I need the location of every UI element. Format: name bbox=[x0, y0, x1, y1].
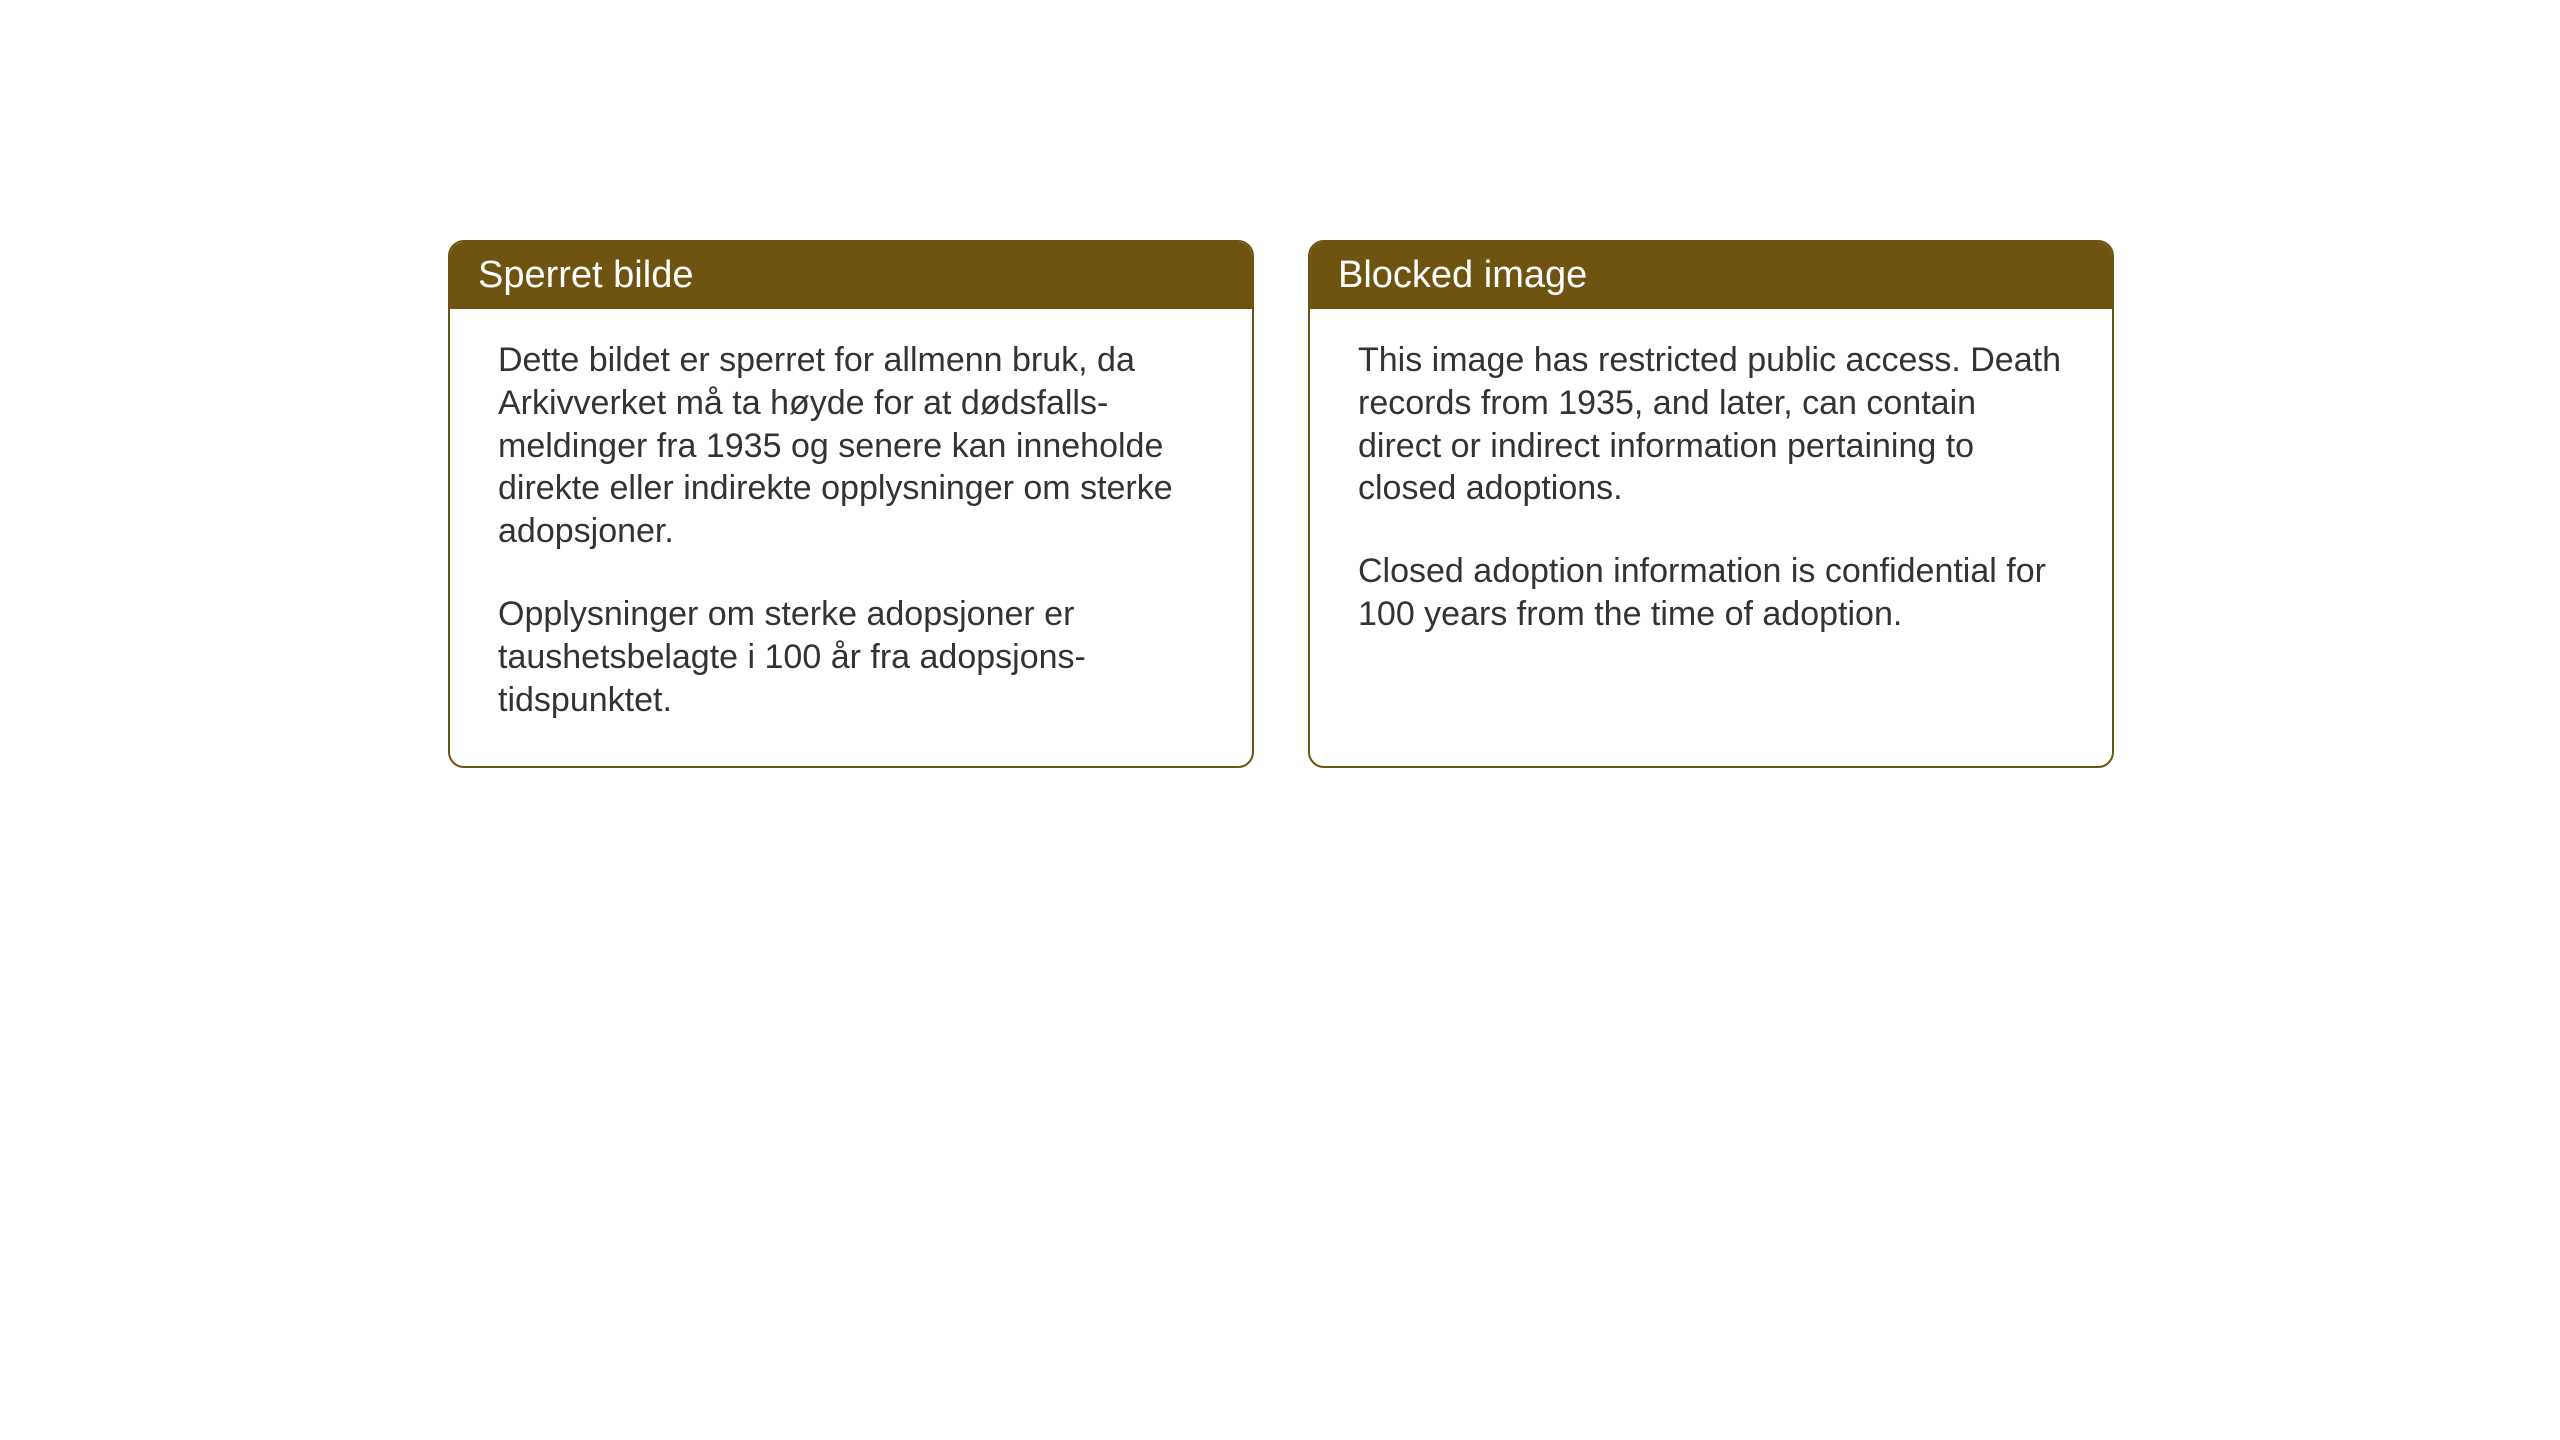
norwegian-paragraph-2: Opplysninger om sterke adopsjoner er tau… bbox=[498, 593, 1204, 721]
norwegian-info-card: Sperret bilde Dette bildet er sperret fo… bbox=[448, 240, 1254, 768]
norwegian-paragraph-1: Dette bildet er sperret for allmenn bruk… bbox=[498, 339, 1204, 553]
english-card-header: Blocked image bbox=[1310, 242, 2112, 309]
english-info-card: Blocked image This image has restricted … bbox=[1308, 240, 2114, 768]
info-cards-container: Sperret bilde Dette bildet er sperret fo… bbox=[448, 240, 2560, 768]
english-paragraph-2: Closed adoption information is confident… bbox=[1358, 550, 2064, 636]
english-card-body: This image has restricted public access.… bbox=[1310, 309, 2112, 680]
norwegian-card-body: Dette bildet er sperret for allmenn bruk… bbox=[450, 309, 1252, 766]
norwegian-card-header: Sperret bilde bbox=[450, 242, 1252, 309]
english-paragraph-1: This image has restricted public access.… bbox=[1358, 339, 2064, 510]
